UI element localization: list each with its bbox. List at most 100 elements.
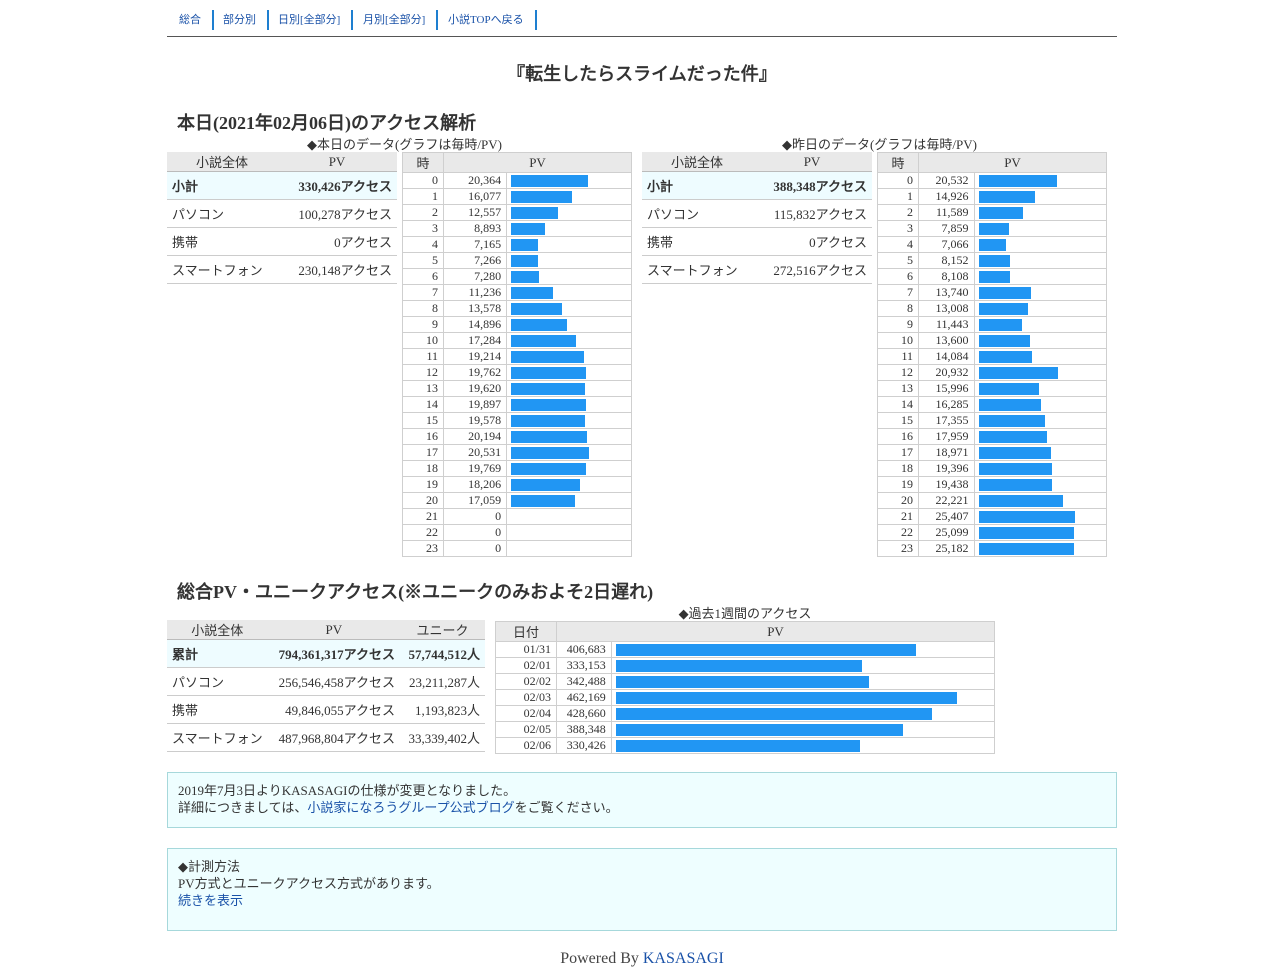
hour-label: 19 <box>877 476 919 493</box>
kasasagi-link[interactable]: KASASAGI <box>642 950 724 967</box>
table-row: 22 0 <box>402 524 632 541</box>
bar-cell <box>506 300 632 317</box>
table-row: 3 7,859 <box>877 220 1108 237</box>
bar-cell <box>506 396 632 413</box>
hour-label: 11 <box>402 348 444 365</box>
bar-cell <box>973 172 1108 189</box>
pv-bar <box>978 495 1063 507</box>
nav-monthly-link[interactable]: 月別[全部分] <box>351 10 439 30</box>
bar-cell <box>973 540 1108 557</box>
pv-bar <box>615 692 957 704</box>
hour-label: 9 <box>402 316 444 333</box>
pv-bar <box>511 191 573 203</box>
summary-pv: 115,832アクセス <box>752 199 872 228</box>
table-row: 13 15,996 <box>877 380 1108 397</box>
official-blog-link[interactable]: 小説家になろうグループ公式ブログ <box>307 800 515 815</box>
pv-bar <box>511 463 587 475</box>
pv-bar <box>978 335 1030 347</box>
nav-daily-link[interactable]: 日別[全部分] <box>266 10 354 30</box>
table-row: 02/06 330,426 <box>495 737 996 754</box>
nav-by-part-link[interactable]: 部分別 <box>211 10 269 30</box>
pv-value: 406,683 <box>556 641 612 658</box>
table-row: 5 7,266 <box>402 252 632 269</box>
week-header-date: 日付 <box>495 621 557 642</box>
summary-pv: 230,148アクセス <box>277 255 397 284</box>
bar-cell <box>506 524 632 541</box>
pv-bar <box>615 676 869 688</box>
summary-pv: 0アクセス <box>752 227 872 256</box>
pv-bar <box>511 479 581 491</box>
bar-cell <box>506 428 632 445</box>
table-row: 23 0 <box>402 540 632 557</box>
method-title: ◆計測方法 <box>178 859 240 874</box>
bar-cell <box>610 705 996 722</box>
pv-bar <box>615 724 903 736</box>
pv-value: 20,932 <box>918 364 975 381</box>
bar-cell <box>973 476 1108 493</box>
summary-label: 累計 <box>167 639 268 668</box>
summary-pv: 49,846,055アクセス <box>267 695 400 724</box>
bar-cell <box>973 252 1108 269</box>
pv-value: 18,206 <box>442 476 508 493</box>
bar-cell <box>506 444 632 461</box>
table-row: 17 20,531 <box>402 444 632 461</box>
bar-cell <box>973 412 1108 429</box>
bar-cell <box>506 316 632 333</box>
table-row: 16 20,194 <box>402 428 632 445</box>
bar-cell <box>610 641 996 658</box>
table-row: 23 25,182 <box>877 540 1108 557</box>
bar-cell <box>506 204 632 221</box>
pv-bar <box>511 287 554 299</box>
pv-bar <box>615 740 860 752</box>
pv-value: 25,407 <box>918 508 975 525</box>
pv-bar <box>511 255 539 267</box>
pv-value: 20,364 <box>442 172 508 189</box>
summary-label: スマートフォン <box>167 255 277 284</box>
summary-row: 小計 388,348アクセス <box>642 171 872 200</box>
week-caption: ◆過去1週間のアクセス <box>678 606 812 621</box>
table-row: 15 17,355 <box>877 412 1108 429</box>
table-row: 3 8,893 <box>402 220 632 237</box>
total-header-unique: ユニーク <box>400 620 485 640</box>
pv-value: 12,557 <box>442 204 508 221</box>
nav-novel-top-link[interactable]: 小説TOPへ戻る <box>436 10 537 30</box>
summary-row: 小計 330,426アクセス <box>167 171 397 200</box>
pv-value: 7,280 <box>442 268 508 285</box>
pv-bar <box>978 239 1006 251</box>
pv-bar <box>511 319 568 331</box>
pv-bar <box>511 383 586 395</box>
today-heading: 本日(2021年02月06日)のアクセス解析 <box>177 113 477 133</box>
pv-bar <box>511 223 546 235</box>
pv-bar <box>511 415 586 427</box>
pv-value: 25,099 <box>918 524 975 541</box>
table-row: 1 14,926 <box>877 188 1108 205</box>
hour-label: 5 <box>402 252 444 269</box>
summary-row: パソコン 115,832アクセス <box>642 199 872 228</box>
table-row: 9 11,443 <box>877 316 1108 333</box>
bar-cell <box>973 300 1108 317</box>
nav-overall-link[interactable]: 総合 <box>167 10 214 30</box>
summary-label: パソコン <box>642 199 752 228</box>
pv-bar <box>511 495 576 507</box>
pv-bar <box>978 351 1032 363</box>
table-row: 11 19,214 <box>402 348 632 365</box>
pv-bar <box>978 175 1057 187</box>
notice-line-1: 2019年7月3日よりKASASAGIの仕様が変更となりました。 <box>178 783 517 798</box>
pv-bar <box>615 708 932 720</box>
table-row: 6 7,280 <box>402 268 632 285</box>
bar-cell <box>506 252 632 269</box>
table-row: 22 25,099 <box>877 524 1108 541</box>
show-more-link[interactable]: 続きを表示 <box>178 893 244 908</box>
bar-cell <box>506 188 632 205</box>
bar-cell <box>973 508 1108 525</box>
bar-cell <box>506 284 632 301</box>
bar-cell <box>506 476 632 493</box>
footer: Powered By KASASAGI <box>167 950 1117 968</box>
pv-value: 25,182 <box>918 540 975 557</box>
pv-bar <box>978 255 1010 267</box>
summary-unique: 23,211,287人 <box>400 667 485 696</box>
bar-cell <box>973 396 1108 413</box>
pv-value: 17,059 <box>442 492 508 509</box>
bar-cell <box>610 737 996 754</box>
yesterday-summary-table: 小説全体 PV 小計 388,348アクセス パソコン 115,832アクセス 携帯 0ア… <box>642 152 872 284</box>
